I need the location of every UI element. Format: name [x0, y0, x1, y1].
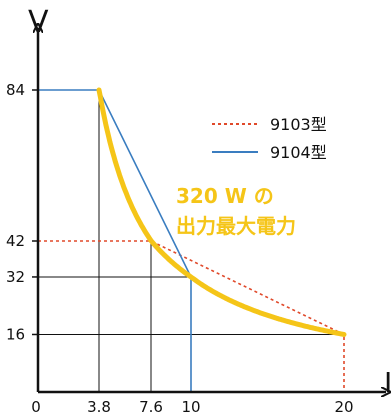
- annotation-line-1: 320 W の: [176, 184, 274, 208]
- x-tick-label: 10: [181, 398, 200, 414]
- x-tick-label: 0: [31, 398, 41, 414]
- x-tick-label: 20: [334, 398, 353, 414]
- x-axis-label: I: [384, 366, 391, 399]
- y-tick-label: 16: [6, 325, 25, 343]
- x-tick-label: 7.6: [139, 398, 163, 414]
- series-layer: [38, 89, 345, 392]
- annotation-line-2: 出力最大電力: [176, 214, 296, 238]
- x-tick-label: 3.8: [87, 398, 111, 414]
- series-line-9104: [38, 89, 192, 392]
- y-tick-label: 32: [6, 268, 25, 286]
- y-axis-label: V: [28, 5, 49, 40]
- series-line-9103: [38, 240, 345, 392]
- legend: 9103型 9104型: [212, 115, 327, 162]
- power-curve: [96, 87, 347, 337]
- x-tick-labels: 0 3.8 7.6 10 20: [31, 398, 353, 414]
- legend-label-9103: 9103型: [270, 115, 327, 134]
- y-tick-label: 84: [6, 81, 25, 99]
- power-curve-layer: [96, 87, 347, 337]
- legend-label-9104: 9104型: [270, 143, 327, 162]
- y-tick-labels: 84 42 32 16: [6, 81, 38, 343]
- y-tick-label: 42: [6, 232, 25, 250]
